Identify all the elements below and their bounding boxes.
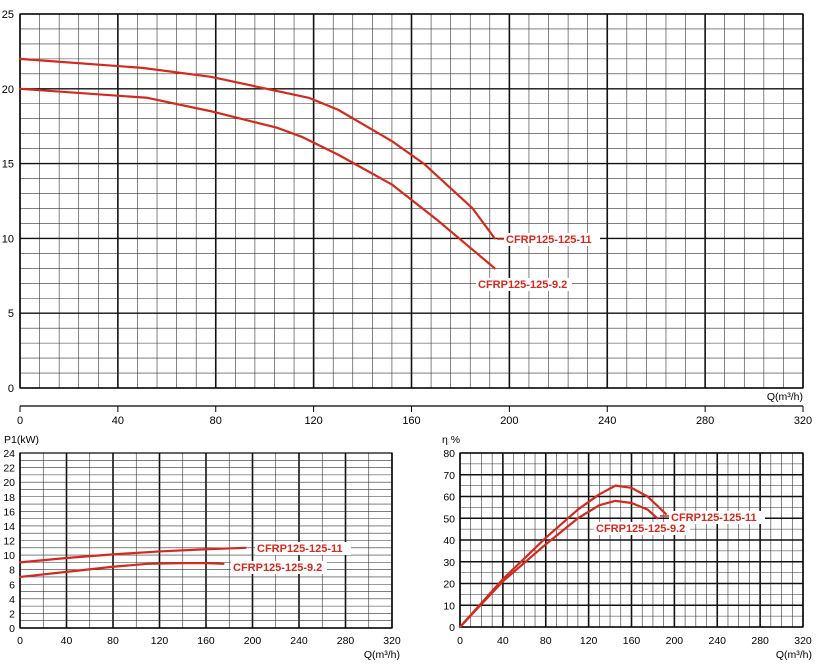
power-x-tick-label: 240 <box>290 635 308 647</box>
power-y-tick-label: 14 <box>3 521 15 533</box>
power-series-label: CFRP125-125-11 <box>257 543 343 555</box>
efficiency-y-tick-label: 10 <box>443 600 455 612</box>
power-x-tick-label: 80 <box>107 635 119 647</box>
head-label-background <box>504 233 600 246</box>
efficiency-x-tick-label: 80 <box>540 635 552 647</box>
power-x-tick-label: 200 <box>244 635 262 647</box>
efficiency-label-background <box>594 522 690 535</box>
power-y-tick-label: 20 <box>3 477 15 489</box>
power-grid <box>19 452 393 629</box>
power-chart: 0 40 80 120 160 200 240 280 32002468101214161820… <box>3 434 401 661</box>
efficiency-y-axis-label: η % <box>442 434 460 446</box>
head-x-tick-label: 0 <box>17 415 23 427</box>
efficiency-plot-frame <box>459 452 804 628</box>
head-x-tick-label: 160 <box>402 415 420 427</box>
efficiency-y-tick-label: 20 <box>443 579 455 591</box>
efficiency-x-tick-label: 280 <box>751 635 769 647</box>
head-x-tick-label: 240 <box>598 415 616 427</box>
power-x-tick-label: 280 <box>337 635 355 647</box>
power-y-tick-label: 24 <box>3 448 15 460</box>
efficiency-x-tick-label: 200 <box>666 635 684 647</box>
efficiency-y-tick-label: 0 <box>449 622 455 634</box>
head-y-tick-label: 15 <box>2 159 14 171</box>
efficiency-y-tick-label: 70 <box>443 470 455 482</box>
power-y-tick-label: 22 <box>3 463 15 475</box>
head-x-tick-label: 80 <box>210 415 222 427</box>
power-x-tick-label: 120 <box>151 635 169 647</box>
head-plot-frame <box>19 13 804 389</box>
efficiency-x-tick-label: 160 <box>623 635 641 647</box>
power-y-tick-label: 6 <box>9 579 15 591</box>
efficiency-y-tick-label: 50 <box>443 513 455 525</box>
power-plot-frame <box>19 452 393 629</box>
efficiency-series-line-9-2 <box>458 499 659 629</box>
power-x-tick-label: 40 <box>61 635 73 647</box>
efficiency-x-tick-label: 40 <box>497 635 509 647</box>
head-series-label: CFRP125-125-9.2 <box>478 279 567 291</box>
power-y-tick-label: 2 <box>9 608 15 620</box>
efficiency-series-label: CFRP125-125-11 <box>671 512 757 524</box>
head-y-tick-label: 10 <box>2 233 14 245</box>
efficiency-x-tick-label: 240 <box>708 635 726 647</box>
power-y-tick-label: 12 <box>3 536 15 548</box>
efficiency-series-line-11 <box>458 484 667 629</box>
power-series-line-9-2 <box>18 562 225 579</box>
efficiency-y-tick-label: 80 <box>443 448 455 460</box>
head-series-label: CFRP125-125-11 <box>506 234 592 246</box>
head-series-line-9-2 <box>18 87 496 270</box>
head-label-background <box>476 278 572 291</box>
power-series-label: CFRP125-125-9.2 <box>233 562 322 574</box>
efficiency-grid <box>459 452 804 628</box>
efficiency-y-tick-label: 40 <box>443 535 455 547</box>
head-y-tick-label: 20 <box>2 84 14 96</box>
head-y-tick-label: 25 <box>2 9 14 21</box>
efficiency-x-tick-label: 320 <box>794 635 812 647</box>
power-y-tick-label: 0 <box>9 623 15 635</box>
power-y-tick-label: 18 <box>3 492 15 504</box>
power-label-background <box>231 561 327 574</box>
efficiency-x-tick-label: 120 <box>580 635 598 647</box>
efficiency-y-tick-label: 30 <box>443 557 455 569</box>
efficiency-y-tick-label: 60 <box>443 492 455 504</box>
head-x-axis-label: Q(m³/h) <box>767 391 803 403</box>
power-x-tick-label: 0 <box>17 635 23 647</box>
head-x-tick-label: 320 <box>794 415 812 427</box>
power-y-tick-label: 4 <box>9 594 15 606</box>
head-y-tick-label: 0 <box>8 383 14 395</box>
head-chart: 0 40 80 120 160 200 240 280 320 0 5 10 15 20 25 Q(m³/h)… <box>2 9 812 427</box>
power-x-tick-label: 320 <box>383 635 401 647</box>
head-x-tick-label: 120 <box>304 415 322 427</box>
efficiency-label-background <box>669 511 765 524</box>
power-y-tick-label: 10 <box>3 550 15 562</box>
efficiency-x-axis-label: Q(m³/h) <box>776 649 812 661</box>
head-y-tick-label: 5 <box>8 308 14 320</box>
efficiency-chart: 0 40 80 120 160 200 240 280 320 0 10 20 30 40 50 60 70 80… <box>442 434 812 661</box>
power-x-tick-label: 160 <box>197 635 215 647</box>
power-y-tick-label: 16 <box>3 506 15 518</box>
head-x-tick-label: 200 <box>500 415 518 427</box>
power-series-line-11 <box>18 546 247 564</box>
power-x-axis-label: Q(m³/h) <box>364 649 400 661</box>
head-x-tick-label: 280 <box>696 415 714 427</box>
head-series-line-11 <box>18 57 496 240</box>
head-x-tick-label: 40 <box>112 415 124 427</box>
efficiency-series-label: CFRP125-125-9.2 <box>596 523 685 535</box>
power-label-background <box>255 542 351 555</box>
power-y-axis-label: P1(kW) <box>4 434 39 446</box>
head-grid <box>19 13 804 389</box>
power-y-tick-label: 8 <box>9 565 15 577</box>
efficiency-x-tick-label: 0 <box>457 635 463 647</box>
